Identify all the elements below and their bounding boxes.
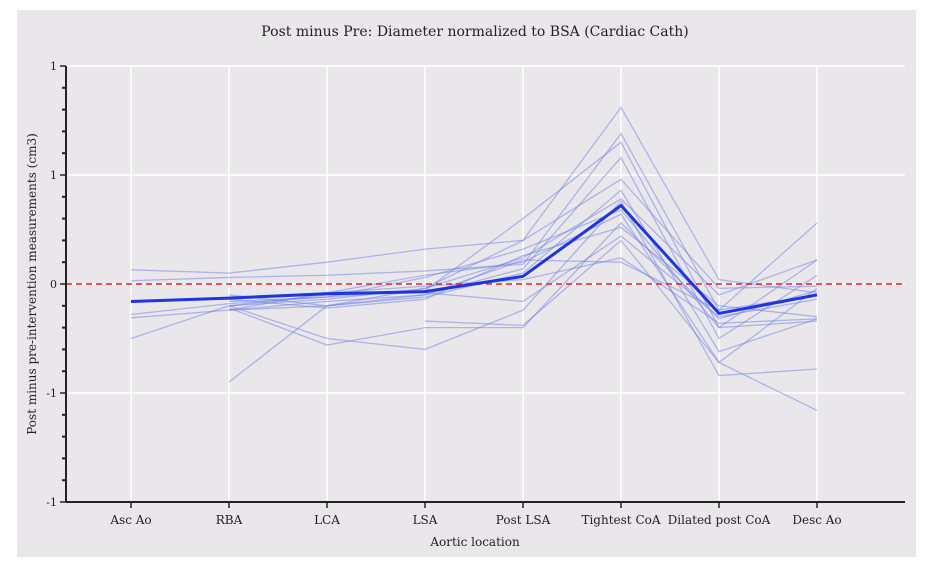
x-axis-label: Aortic location [429,535,520,549]
individual-series-line [130,156,818,340]
chart-title: Post minus Pre: Diameter normalized to B… [261,24,688,40]
y-axis-label: Post minus pre-intervention measurements… [25,133,39,435]
y-tick-label: -1 [46,387,57,400]
x-tick-label: Tightest CoA [581,513,660,527]
x-tick-label: Post LSA [496,513,551,527]
individual-series-line [228,198,818,307]
individual-series-line [130,106,818,294]
x-tick-label: Asc Ao [109,513,151,527]
x-tick-label: LCA [314,513,340,527]
mean-series-line [130,203,818,316]
y-tick-label: 1 [50,169,57,182]
y-tick-label: -1 [46,496,57,509]
individual-series-line [424,239,818,364]
individual-series-line [228,226,818,318]
x-tick-label: LSA [413,513,438,527]
x-tick-label: RBA [216,513,243,527]
x-tick-label: Dilated post CoA [668,513,771,527]
individual-series-line [228,200,818,377]
individual-series-line [228,209,818,329]
individual-series-line [130,178,818,340]
individual-series-line [228,259,818,311]
y-tick-label: 0 [50,278,57,291]
individual-series-line [228,222,818,346]
x-tick-label: Desc Ao [792,513,841,527]
individual-series-line [130,132,818,312]
y-tick-label: 1 [50,60,57,73]
